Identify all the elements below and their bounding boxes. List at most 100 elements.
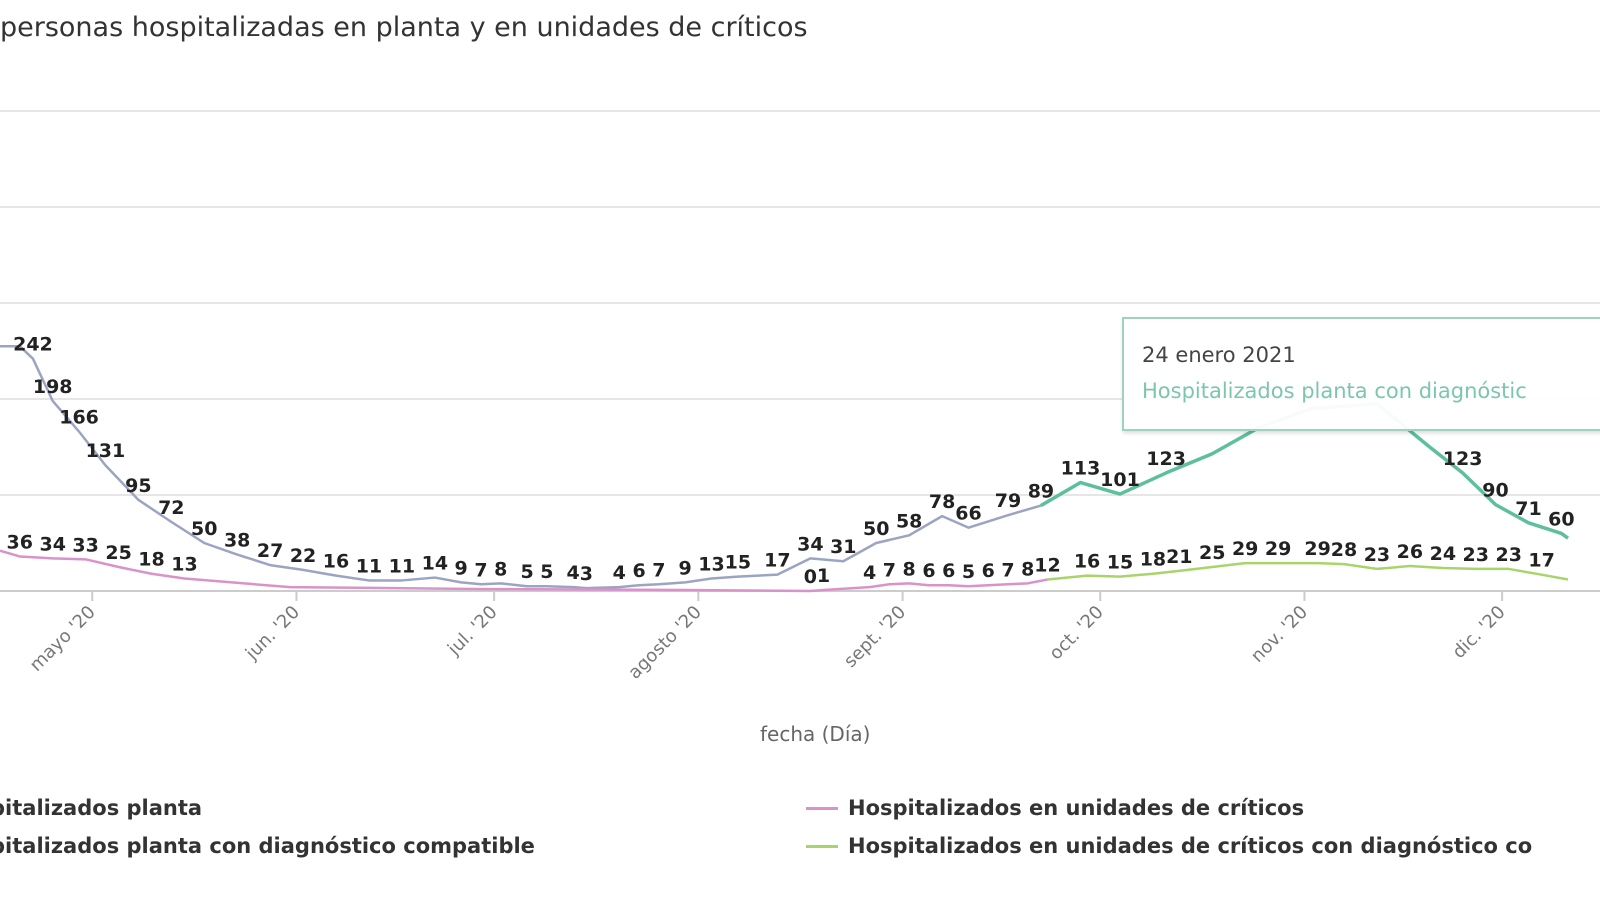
data-label: 101 [1100, 469, 1140, 491]
data-label: 15 [725, 552, 751, 574]
data-label: 17 [1528, 550, 1554, 572]
data-label: 113 [1061, 458, 1101, 480]
data-label: 89 [1028, 481, 1054, 503]
data-label: 242 [13, 334, 53, 356]
legend-label: Hospitalizados en unidades de críticos c… [848, 834, 1533, 858]
data-label: 16 [323, 551, 349, 573]
chart-title: personas hospitalizadas en planta y en u… [0, 12, 808, 43]
data-label: 5 [520, 561, 533, 583]
data-label: 29 [1232, 538, 1258, 560]
data-label: 11 [389, 555, 415, 577]
data-label: 4 [613, 562, 626, 584]
data-label: 21 [1166, 546, 1192, 568]
legend-label: pitalizados planta con diagnóstico compa… [0, 834, 535, 858]
data-label: 17 [764, 550, 790, 572]
data-label: 26 [1397, 541, 1423, 563]
data-label: 38 [224, 530, 250, 552]
legend-swatch [806, 806, 838, 810]
data-label: 66 [955, 503, 981, 525]
data-label: 6 [982, 560, 995, 582]
data-label: 123 [1443, 448, 1483, 470]
x-tick-label: agosto '20 [624, 602, 706, 684]
series-line [0, 344, 1042, 590]
data-label: 36 [7, 531, 33, 553]
data-label: 90 [1482, 480, 1508, 502]
x-tick-label: sept. '20 [840, 602, 910, 672]
legend-label: Hospitalizados en unidades de críticos [848, 796, 1305, 820]
series-line [0, 549, 1048, 593]
x-tick-label: jul. '20 [443, 602, 501, 660]
data-label: 7 [474, 559, 487, 581]
x-tick-label: nov. '20 [1247, 602, 1312, 667]
data-label: 22 [290, 545, 316, 567]
data-label: 18 [1140, 549, 1166, 571]
data-label: 5 [962, 561, 975, 583]
data-label: 131 [86, 440, 126, 462]
data-label: 8 [903, 558, 916, 580]
data-label: 58 [896, 510, 922, 532]
x-tick-label: mayo '20 [26, 602, 100, 676]
x-tick-label: dic. '20 [1448, 602, 1509, 663]
data-label: 4 [863, 562, 876, 584]
data-label: 166 [59, 407, 99, 429]
tooltip: 24 enero 2021 Hospitalizados planta con … [1122, 317, 1600, 431]
data-label: 8 [494, 558, 507, 580]
data-label: 50 [191, 518, 217, 540]
data-label: 7 [1001, 559, 1014, 581]
data-label: 1 [817, 565, 830, 587]
data-label: 31 [830, 536, 856, 558]
data-label: 50 [863, 518, 889, 540]
tooltip-series: Hospitalizados planta con diagnóstic [1142, 379, 1527, 403]
data-label: 27 [257, 540, 283, 562]
x-tick-label: jun. '20 [241, 602, 304, 665]
data-label: 33 [72, 534, 98, 556]
data-label: 9 [455, 557, 468, 579]
data-label: 123 [1146, 448, 1186, 470]
data-label: 23 [1463, 544, 1489, 566]
data-label: 7 [883, 559, 896, 581]
legend-item-planta-compatible[interactable]: pitalizados planta con diagnóstico compa… [0, 834, 535, 858]
data-label: 0 [804, 566, 817, 588]
data-label: 8 [1021, 558, 1034, 580]
data-label: 9 [679, 557, 692, 579]
data-label: 15 [1107, 552, 1133, 574]
data-label: 13 [171, 554, 197, 576]
data-label: 25 [105, 542, 131, 564]
data-label: 60 [1548, 508, 1574, 530]
data-label: 7 [652, 559, 665, 581]
data-label: 14 [422, 553, 448, 575]
tooltip-date: 24 enero 2021 [1142, 343, 1296, 367]
data-label: 71 [1515, 498, 1541, 520]
data-label: 28 [1331, 539, 1357, 561]
series-line [1047, 561, 1569, 581]
data-label: 16 [1074, 551, 1100, 573]
data-label: 78 [929, 491, 955, 513]
data-label: 6 [942, 560, 955, 582]
data-label: 72 [158, 497, 184, 519]
data-label: 12 [1034, 554, 1060, 576]
data-label: 6 [632, 560, 645, 582]
data-label: 23 [1364, 544, 1390, 566]
legend-item-criticos-compatible[interactable]: Hospitalizados en unidades de críticos c… [806, 834, 1532, 858]
data-label: 18 [138, 549, 164, 571]
x-axis-title: fecha (Día) [760, 722, 871, 746]
legend-item-criticos[interactable]: Hospitalizados en unidades de críticos [806, 796, 1304, 820]
data-label: 79 [995, 490, 1021, 512]
data-label: 25 [1199, 542, 1225, 564]
legend-item-planta[interactable]: pitalizados planta [0, 796, 202, 820]
legend-swatch [806, 844, 838, 848]
data-label: 5 [540, 561, 553, 583]
data-label: 95 [125, 475, 151, 497]
data-label: 23 [1495, 544, 1521, 566]
data-label: 11 [356, 555, 382, 577]
data-label: 24 [1430, 543, 1456, 565]
data-label: 29 [1304, 538, 1330, 560]
data-label: 29 [1265, 538, 1291, 560]
legend-label: pitalizados planta [0, 796, 203, 820]
data-label: 3 [580, 563, 593, 585]
data-label: 198 [33, 376, 73, 398]
data-label: 34 [39, 533, 65, 555]
data-label: 34 [797, 533, 823, 555]
x-tick-label: oct. '20 [1045, 602, 1107, 664]
